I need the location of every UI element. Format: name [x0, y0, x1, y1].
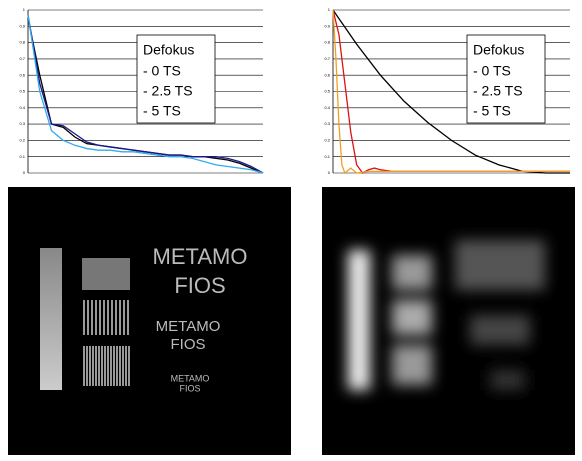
y-tick-label: 0.8: [324, 40, 330, 45]
y-tick-label: 1: [328, 7, 331, 12]
y-tick-label: 0.5: [324, 89, 330, 94]
y-tick-label: 0.7: [19, 56, 25, 61]
y-tick-label: 0.3: [324, 121, 330, 126]
image-label: FIOS: [170, 336, 205, 353]
y-tick-label: 1: [23, 7, 26, 12]
legend-entry: - 2.5 TS: [143, 83, 193, 99]
legend-title: Defokus: [143, 42, 194, 58]
legend-entry: - 2.5 TS: [473, 83, 523, 99]
legend-entry: - 0 TS: [143, 63, 181, 79]
y-tick-label: 0.5: [19, 89, 25, 94]
y-tick-label: 0.9: [324, 23, 330, 28]
y-tick-label: 0.8: [19, 40, 25, 45]
legend-title: Defokus: [473, 42, 524, 58]
y-tick-label: 0.6: [324, 72, 330, 77]
legend-entry: - 5 TS: [143, 103, 181, 119]
y-tick-label: 0: [23, 170, 26, 175]
image-label: FIOS: [179, 383, 200, 393]
y-tick-label: 0.7: [324, 56, 330, 61]
y-tick-label: 0.6: [19, 72, 25, 77]
legend-entry: - 0 TS: [473, 63, 511, 79]
image-label: METAMO: [171, 373, 210, 383]
image-label: METAMO: [153, 244, 248, 269]
simulated-image: METAMO FIOS METAMO FIOS METAMO FIOS: [8, 187, 291, 455]
figure: METAMO FIOS METAMO FIOS METAMO FIOS 0 0.1…: [0, 0, 582, 461]
blurred-image: [322, 187, 575, 455]
y-tick-label: 0: [328, 170, 331, 175]
y-tick-label: 0.2: [19, 137, 25, 142]
image-label: FIOS: [174, 273, 225, 298]
y-tick-label: 0.4: [324, 105, 330, 110]
y-tick-label: 0.4: [19, 105, 25, 110]
y-tick-label: 0.3: [19, 121, 25, 126]
image-label: METAMO: [156, 318, 221, 335]
legend-entry: - 5 TS: [473, 103, 511, 119]
y-tick-label: 0.1: [324, 154, 330, 159]
y-tick-label: 0.1: [19, 154, 25, 159]
y-tick-label: 0.2: [324, 137, 330, 142]
y-tick-label: 0.9: [19, 23, 25, 28]
